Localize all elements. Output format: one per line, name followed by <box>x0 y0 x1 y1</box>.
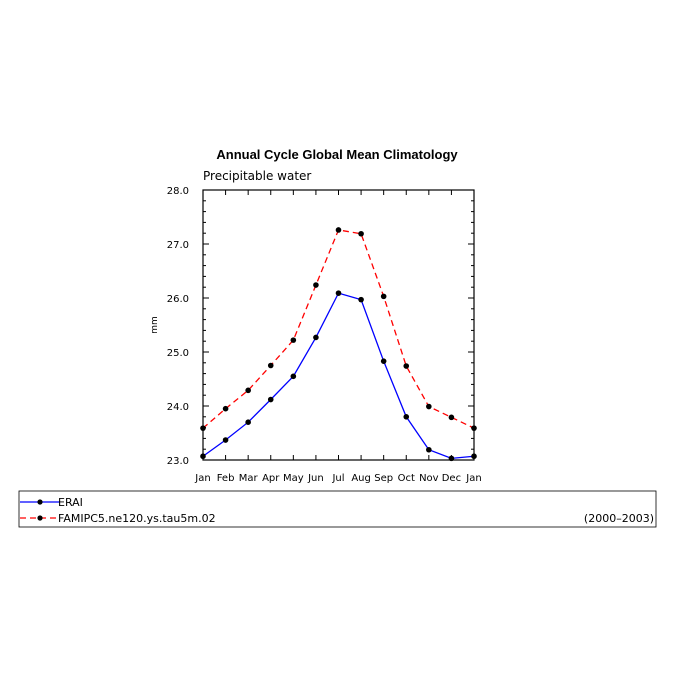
series-1 <box>200 290 477 462</box>
data-point <box>335 290 342 296</box>
chart-title: Annual Cycle Global Mean Climatology <box>216 147 458 162</box>
data-point <box>245 387 251 394</box>
data-point <box>448 455 455 462</box>
y-axis-label: mm <box>150 316 160 334</box>
x-tick-label: Jan <box>465 473 481 484</box>
x-tick-label: Dec <box>442 473 461 484</box>
x-tick-label: Mar <box>239 473 259 484</box>
data-point <box>267 396 274 403</box>
axis-ticks: Jan Feb Mar Apr May Jun Jul Aug Sep Oct Nov Dec Jan 2… <box>167 186 482 484</box>
y-tick-label: 27.0 <box>167 240 189 251</box>
data-point <box>335 227 342 233</box>
x-tick-label: May <box>283 473 304 484</box>
series-line <box>202 229 475 429</box>
series-layer <box>200 227 477 462</box>
x-tick-label: Apr <box>262 473 280 484</box>
data-point <box>222 405 229 412</box>
data-point <box>380 293 387 300</box>
legend-box <box>18 490 657 528</box>
x-tick-label: Jan <box>194 473 210 484</box>
x-tick-label: Jun <box>307 473 324 484</box>
legend-marker <box>37 499 43 505</box>
data-point <box>358 296 364 303</box>
data-point <box>267 362 274 369</box>
legend-label: FAMIPC5.ne120.ys.tau5m.02 <box>58 512 216 525</box>
data-point <box>426 446 432 453</box>
data-point <box>200 425 206 431</box>
y-tick-label: 25.0 <box>167 348 189 359</box>
legend-period: (2000–2003) <box>584 512 654 525</box>
y-tick-label: 26.0 <box>167 294 189 305</box>
x-tick-label: Feb <box>217 473 235 484</box>
legend-label: ERAI <box>58 496 83 509</box>
data-point <box>380 358 387 364</box>
y-tick-label: 28.0 <box>167 186 189 197</box>
x-tick-label: Oct <box>398 473 415 484</box>
series-2 <box>200 227 477 431</box>
data-point <box>403 414 410 420</box>
data-point <box>290 337 297 343</box>
y-tick-label: 24.0 <box>167 402 189 413</box>
data-point <box>471 425 477 431</box>
chart-subtitle: Precipitable water <box>203 169 311 183</box>
data-point <box>471 453 477 460</box>
legend-entries: ERAI FAMIPC5.ne120.ys.tau5m.02 <box>20 496 216 525</box>
data-point <box>426 403 432 410</box>
data-point <box>245 419 251 426</box>
data-point <box>313 282 319 288</box>
x-tick-label: Jul <box>331 473 344 484</box>
data-point <box>222 437 229 443</box>
data-point <box>448 414 455 421</box>
x-tick-label: Nov <box>419 473 439 484</box>
legend: ERAI FAMIPC5.ne120.ys.tau5m.02 (2000–2003… <box>18 490 657 528</box>
data-point <box>313 334 319 341</box>
series-line <box>202 292 475 460</box>
data-point <box>358 230 364 237</box>
y-tick-label: 23.0 <box>167 456 189 467</box>
legend-marker <box>37 515 43 521</box>
x-tick-label: Aug <box>351 473 371 484</box>
data-point <box>200 453 206 460</box>
data-point <box>290 373 297 380</box>
data-point <box>403 363 410 369</box>
x-tick-label: Sep <box>374 473 393 484</box>
